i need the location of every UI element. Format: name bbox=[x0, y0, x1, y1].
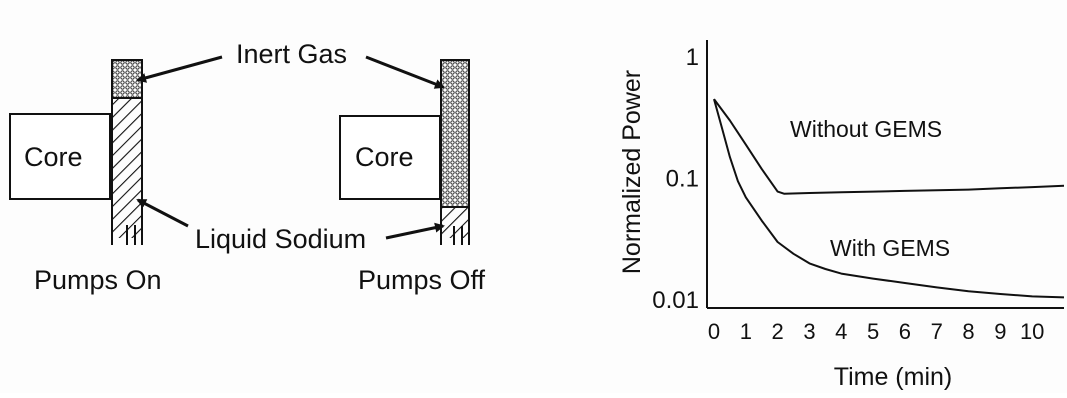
x-tick-label: 3 bbox=[803, 319, 815, 344]
core-label-right: Core bbox=[355, 142, 414, 172]
series-lines bbox=[713, 98, 1065, 299]
callout-labels: Inert Gas Liquid Sodium bbox=[136, 39, 445, 254]
annotation-without-gems: Without GEMS bbox=[790, 116, 942, 142]
x-tick-label: 1 bbox=[740, 319, 752, 344]
liquid-sodium-arrow-right bbox=[385, 222, 445, 240]
x-axis-label: Time (min) bbox=[834, 363, 953, 391]
pumps-off-diagram: Core Pumps Off bbox=[339, 59, 486, 295]
y-tick-label: 1 bbox=[686, 44, 699, 71]
liquid-sodium-arrow-left bbox=[136, 198, 189, 228]
liquid-sodium-region-left bbox=[112, 98, 142, 238]
x-tick-label: 0 bbox=[708, 319, 720, 344]
y-axis-label: Normalized Power bbox=[618, 70, 646, 274]
y-tick-labels: 0.01 0.1 1 bbox=[652, 44, 699, 314]
x-tick-label: 6 bbox=[899, 319, 911, 344]
x-tick-label: 2 bbox=[772, 319, 784, 344]
power-chart: Normalized Power Time (min) Without GEMS… bbox=[618, 40, 1065, 391]
x-tick-label: 7 bbox=[931, 319, 943, 344]
liquid-sodium-label: Liquid Sodium bbox=[195, 224, 366, 254]
inert-gas-label: Inert Gas bbox=[236, 39, 347, 69]
x-tick-label: 10 bbox=[1020, 319, 1044, 344]
pumps-off-label: Pumps Off bbox=[358, 265, 486, 295]
y-tick-label: 0.01 bbox=[652, 287, 699, 314]
inert-gas-arrow-right bbox=[365, 55, 445, 89]
x-tick-label: 8 bbox=[962, 319, 974, 344]
core-label-left: Core bbox=[24, 142, 83, 172]
inert-gas-region-left bbox=[112, 60, 142, 98]
x-tick-label: 4 bbox=[835, 319, 847, 344]
x-tick-labels: 0 1 2 3 4 5 6 7 8 9 10 bbox=[708, 319, 1045, 344]
series-line-with-gems bbox=[713, 98, 1065, 299]
core-block-left bbox=[9, 113, 111, 200]
y-tick-label: 0.1 bbox=[666, 166, 699, 193]
tank-wall-right bbox=[440, 59, 470, 245]
inert-gas-arrow-left bbox=[136, 55, 223, 83]
tank-wall-left bbox=[111, 59, 143, 245]
annotation-with-gems: With GEMS bbox=[830, 235, 950, 261]
series-line-without-gems bbox=[713, 98, 1065, 195]
pumps-on-diagram: Core Pumps On bbox=[9, 59, 162, 295]
core-block-right bbox=[339, 115, 441, 200]
x-tick-label: 5 bbox=[867, 319, 879, 344]
inert-gas-region-right bbox=[441, 60, 469, 207]
x-tick-label: 9 bbox=[994, 319, 1006, 344]
pumps-on-label: Pumps On bbox=[34, 265, 162, 295]
